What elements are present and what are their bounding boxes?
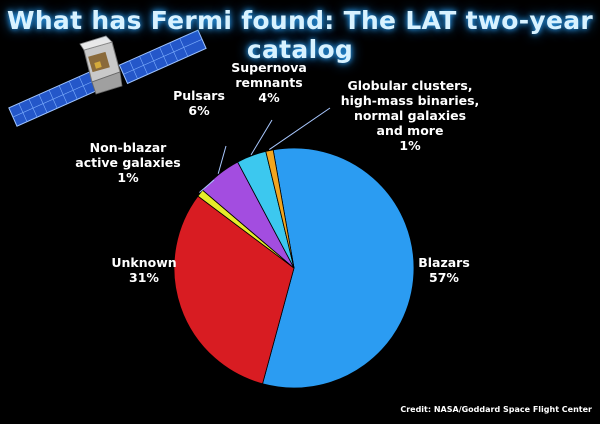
- leader-line-4: [250, 119, 273, 156]
- slice-value-label: 1%: [399, 138, 421, 153]
- slice-label-globular: Globular clusters, high-mass binaries, n…: [334, 78, 486, 153]
- leader-line-2: [199, 179, 215, 193]
- slice-label-text: Non-blazar: [89, 140, 167, 155]
- slice-label-unknown: Unknown 31%: [104, 255, 184, 285]
- slice-label-pulsars: Pulsars 6%: [164, 88, 234, 118]
- pie-slice-0: [262, 147, 415, 389]
- slice-label-text: active galaxies: [75, 155, 181, 170]
- pie-slice-5: [265, 149, 295, 269]
- slice-label-text: remnants: [235, 75, 303, 90]
- pie-slice-1: [173, 195, 295, 385]
- slice-label-text: Pulsars: [173, 88, 225, 103]
- slice-label-text: and more: [376, 123, 444, 138]
- slice-value-label: 1%: [117, 170, 139, 185]
- slice-label-non-blazar: Non-blazar active galaxies 1%: [72, 140, 184, 185]
- slice-label-text: normal galaxies: [353, 108, 467, 123]
- leader-line-3: [217, 145, 227, 174]
- slice-label-supernova: Supernova remnants 4%: [226, 60, 312, 105]
- slice-value-label: 6%: [188, 103, 210, 118]
- slice-label-text: Blazars: [418, 255, 470, 270]
- slice-label-text: Globular clusters,: [347, 78, 473, 93]
- leader-line-5: [268, 107, 331, 150]
- slice-value-label: 57%: [429, 270, 459, 285]
- slice-value-label: 4%: [258, 90, 280, 105]
- slice-label-text: high-mass binaries,: [340, 93, 480, 108]
- slice-value-label: 31%: [129, 270, 159, 285]
- slice-label-text: Supernova: [231, 60, 307, 75]
- credit-text: Credit: NASA/Goddard Space Flight Center: [400, 405, 592, 414]
- chart-title: What has Fermi found: The LAT two-year c…: [6, 6, 594, 64]
- slice-label-text: Unknown: [111, 255, 177, 270]
- slice-label-blazars: Blazars 57%: [404, 255, 484, 285]
